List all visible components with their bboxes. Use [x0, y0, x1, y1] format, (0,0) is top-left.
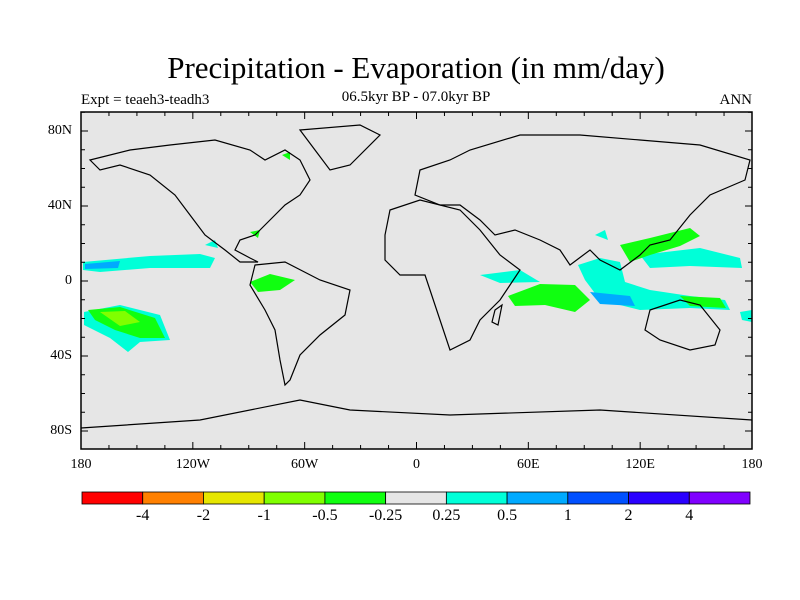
x-tick-label: 180	[70, 457, 92, 472]
y-tick-label: 0	[65, 273, 72, 288]
north-america-coast	[88, 139, 311, 263]
colorbar-box	[567, 491, 629, 505]
contour-green-hudson	[282, 152, 290, 160]
colorbar-box	[203, 491, 265, 505]
contour-green-indian-ocean	[508, 284, 590, 312]
x-tick-label: 0	[413, 457, 420, 472]
experiment-label: Expt = teaeh3-teadh3	[81, 92, 210, 108]
x-tick-label: 60W	[291, 457, 319, 472]
colorbar-label: 2	[624, 507, 633, 524]
contour-green-maritime	[680, 296, 726, 308]
australia-coast	[644, 299, 721, 351]
colorbar-box	[688, 491, 751, 505]
y-tick-label: 40N	[47, 198, 72, 213]
axis-ticks	[80, 111, 753, 449]
colorbar-label: 1	[563, 507, 572, 524]
colorbar-label: -0.5	[312, 507, 338, 524]
colorbar	[81, 491, 751, 505]
antarctica-coast	[80, 399, 753, 429]
colorbar-label: -2	[196, 507, 211, 524]
contour-blue-tropical-pacific	[85, 261, 120, 269]
colorbar-label: 0.5	[497, 507, 518, 524]
colorbar-box	[628, 491, 690, 505]
eurasia-coast	[414, 134, 751, 271]
colorbar-label: -4	[136, 507, 150, 524]
y-tick-label: 80N	[47, 123, 72, 138]
contour-lime-south-pacific	[100, 311, 140, 326]
south-america-coast	[249, 261, 351, 387]
season-label: ANN	[719, 92, 753, 108]
x-tick-label: 60E	[517, 457, 540, 472]
map-background	[81, 112, 752, 449]
colorbar-box	[142, 491, 204, 505]
x-tick-label: 120E	[625, 457, 655, 472]
contour-green-south-america	[250, 274, 295, 292]
contour-cyan-north-indian	[480, 270, 540, 283]
colorbar-label: 0.25	[432, 507, 461, 524]
contour-green-west-pacific	[620, 228, 700, 262]
africa-coast	[384, 199, 521, 351]
coastlines	[80, 124, 753, 429]
colorbar-box	[324, 491, 387, 505]
colorbar-box	[445, 491, 508, 505]
contour-cyan-west-pacific	[640, 248, 742, 268]
colorbar-box	[385, 491, 447, 505]
colorbar-label: 4	[685, 507, 694, 524]
madagascar-coast	[491, 303, 503, 326]
plot-title: Precipitation - Evaporation (in mm/day)	[167, 50, 665, 85]
colorbar-box	[263, 491, 326, 505]
contour-cyan-east-asia	[595, 230, 608, 240]
x-tick-label: 120W	[175, 457, 210, 472]
y-tick-label: 80S	[50, 423, 72, 438]
plot-subtitle: 06.5kyr BP - 07.0kyr BP	[341, 89, 491, 105]
colorbar-label: -1	[257, 507, 271, 524]
greenland-coast	[298, 124, 382, 171]
x-tick-label: 180	[741, 457, 763, 472]
anomaly-contours	[83, 152, 752, 352]
colorbar-box	[506, 491, 569, 505]
y-tick-label: 40S	[50, 348, 72, 363]
colorbar-box	[81, 491, 144, 505]
colorbar-label: -0.25	[368, 507, 403, 524]
contour-blue-indonesia	[590, 292, 635, 306]
